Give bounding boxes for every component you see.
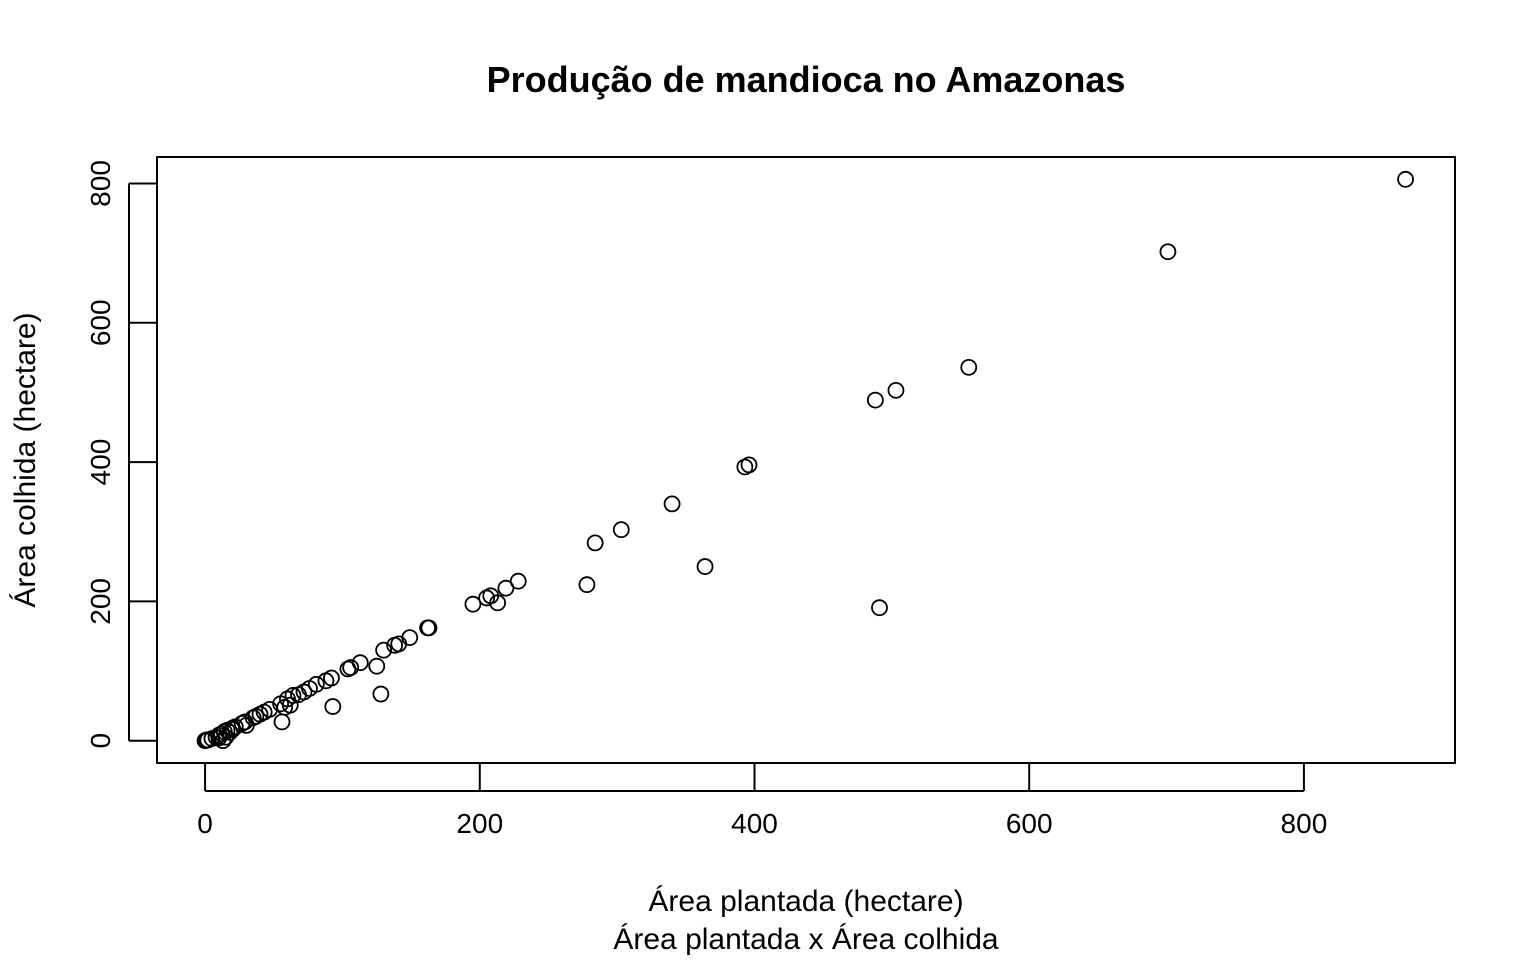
data-point <box>351 654 369 672</box>
data-point <box>871 599 888 617</box>
data-point <box>960 358 978 376</box>
y-tick-label: 600 <box>85 299 116 346</box>
x-axis: 0 200 400 600 800 <box>197 763 1327 839</box>
data-point <box>420 619 438 637</box>
data-point <box>489 594 507 612</box>
data-point <box>221 723 239 741</box>
plot-area-frame <box>156 156 1456 764</box>
data-point <box>375 641 393 659</box>
x-tick-label: 0 <box>197 808 213 839</box>
data-point <box>866 391 884 409</box>
y-tick-label: 200 <box>85 578 116 625</box>
data-point <box>696 558 714 575</box>
data-point <box>497 579 515 597</box>
data-point <box>1397 170 1414 188</box>
data-point <box>464 595 482 613</box>
x-axis-label: Área plantada (hectare) <box>648 885 963 918</box>
data-point <box>578 576 596 594</box>
data-points <box>196 170 1414 750</box>
x-tick-label: 600 <box>1006 808 1053 839</box>
y-tick-label: 800 <box>85 160 116 207</box>
data-point <box>586 534 604 552</box>
data-point <box>284 687 302 704</box>
y-tick-label: 400 <box>85 439 116 486</box>
y-axis: 0 200 400 600 800 <box>85 160 157 748</box>
x-tick-label: 400 <box>731 808 778 839</box>
data-point <box>281 696 299 714</box>
data-point <box>342 659 360 676</box>
data-point <box>663 495 681 513</box>
data-point <box>372 685 390 703</box>
data-point <box>612 521 630 539</box>
data-point <box>307 675 325 693</box>
data-point <box>1159 243 1177 261</box>
y-tick-label: 0 <box>85 733 116 749</box>
chart-title: Produção de mandioca no Amazonas <box>487 59 1126 100</box>
data-point <box>324 698 342 715</box>
data-point <box>368 657 386 675</box>
data-point <box>509 572 527 590</box>
x-tick-label: 800 <box>1281 808 1328 839</box>
data-point <box>401 629 419 647</box>
x-tick-label: 200 <box>456 808 503 839</box>
y-axis-label: Área colhida (hectare) <box>9 312 42 607</box>
data-point <box>740 456 758 474</box>
data-point <box>323 669 340 687</box>
chart-subtitle: Área plantada x Área colhida <box>613 923 999 956</box>
data-point <box>887 381 905 399</box>
